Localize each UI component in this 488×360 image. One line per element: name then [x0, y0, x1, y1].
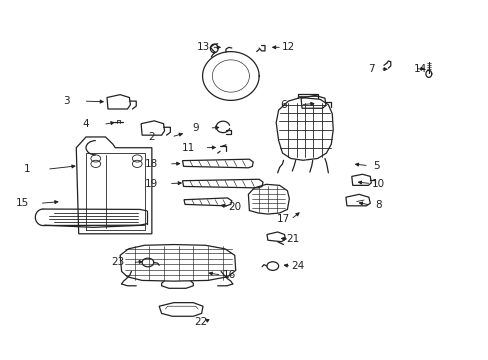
Text: 15: 15: [16, 198, 29, 208]
Text: 10: 10: [371, 179, 385, 189]
Text: 5: 5: [372, 161, 379, 171]
Text: 14: 14: [412, 64, 426, 74]
Text: 8: 8: [374, 200, 381, 210]
Text: 2: 2: [148, 132, 155, 142]
Text: 24: 24: [291, 261, 304, 271]
Text: 21: 21: [286, 234, 299, 244]
Text: 22: 22: [194, 317, 207, 327]
Text: 13: 13: [196, 42, 209, 52]
Text: 4: 4: [82, 120, 89, 129]
Text: 20: 20: [228, 202, 241, 212]
Text: 9: 9: [192, 123, 199, 133]
Text: 11: 11: [182, 143, 195, 153]
Text: 23: 23: [111, 257, 124, 267]
Text: 19: 19: [145, 179, 158, 189]
Text: 1: 1: [24, 164, 31, 174]
Text: 7: 7: [367, 64, 374, 74]
Text: 17: 17: [276, 215, 289, 224]
Text: 6: 6: [280, 100, 286, 110]
Text: 16: 16: [223, 270, 236, 280]
Text: 3: 3: [63, 96, 70, 106]
Text: 12: 12: [281, 42, 294, 52]
Text: 18: 18: [145, 159, 158, 169]
